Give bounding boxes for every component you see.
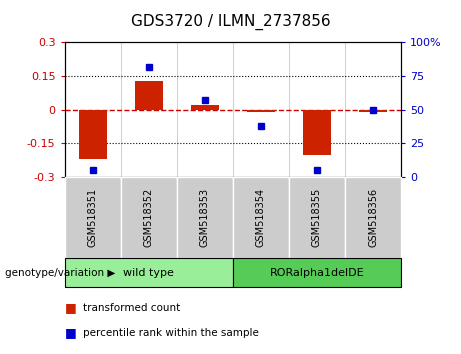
- Text: GSM518355: GSM518355: [312, 188, 322, 247]
- Text: GSM518352: GSM518352: [144, 188, 154, 247]
- Text: percentile rank within the sample: percentile rank within the sample: [83, 328, 259, 338]
- Text: RORalpha1delDE: RORalpha1delDE: [270, 268, 364, 278]
- Bar: [191, 105, 219, 110]
- Bar: [78, 110, 106, 159]
- Text: GSM518354: GSM518354: [256, 188, 266, 247]
- Text: GDS3720 / ILMN_2737856: GDS3720 / ILMN_2737856: [130, 14, 331, 30]
- Text: wild type: wild type: [123, 268, 174, 278]
- Text: ■: ■: [65, 302, 76, 314]
- Text: genotype/variation ▶: genotype/variation ▶: [5, 268, 115, 278]
- Text: ■: ■: [65, 326, 76, 339]
- Text: GSM518356: GSM518356: [368, 188, 378, 247]
- Bar: [303, 110, 331, 155]
- Bar: [247, 110, 275, 112]
- Text: GSM518353: GSM518353: [200, 188, 210, 247]
- Text: transformed count: transformed count: [83, 303, 180, 313]
- Bar: [135, 81, 163, 110]
- Text: GSM518351: GSM518351: [88, 188, 98, 247]
- Bar: [359, 110, 387, 112]
